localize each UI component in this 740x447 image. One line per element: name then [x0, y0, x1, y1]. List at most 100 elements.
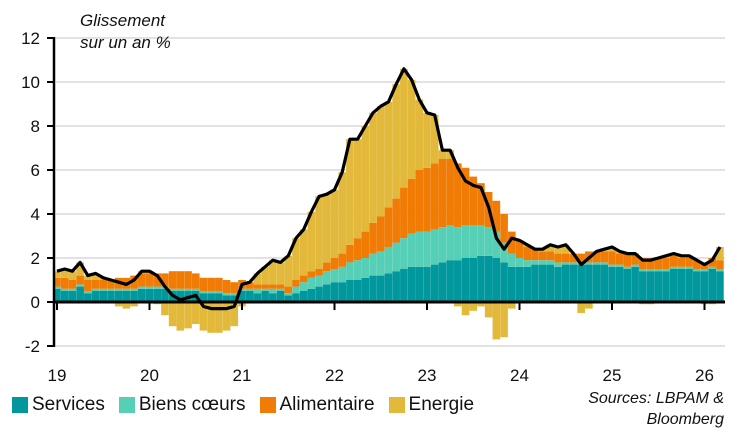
bar-segment — [168, 271, 177, 289]
bar-segment — [423, 167, 431, 232]
bar-segment — [507, 231, 516, 254]
x-tick-label: 19 — [48, 366, 67, 385]
bar-segment — [523, 247, 532, 261]
bar-segment — [561, 253, 570, 263]
bar-segment — [492, 302, 501, 340]
bar-segment — [68, 291, 77, 302]
bar-segment — [430, 163, 439, 230]
y-tick-label: 10 — [21, 73, 40, 92]
bar-segment — [176, 302, 185, 331]
bar-segment — [153, 286, 162, 289]
bar-segment — [292, 280, 300, 287]
bar-segment — [230, 295, 239, 302]
bar-segment — [407, 178, 416, 234]
bar-segment — [692, 269, 701, 272]
bar-segment — [299, 291, 308, 302]
bar-segment — [646, 271, 655, 302]
bar-segment — [623, 253, 632, 267]
bar-segment — [577, 264, 585, 302]
bar-segment — [161, 288, 169, 302]
bar-segment — [546, 264, 555, 302]
legend-swatch — [12, 397, 28, 413]
total-line — [56, 67, 722, 311]
bar-segment — [669, 269, 678, 302]
bar-segment — [191, 302, 200, 324]
bar-segment — [592, 264, 601, 302]
bar-segment — [546, 251, 555, 261]
bar-segment — [569, 264, 578, 302]
bar-segment — [168, 288, 177, 291]
bar-segment — [68, 288, 77, 291]
bar-segment — [346, 244, 354, 263]
bar-segment — [199, 302, 208, 331]
bar-segment — [423, 266, 431, 302]
bar-segment — [299, 282, 308, 291]
bar-segment — [685, 269, 693, 302]
bar-segment — [500, 214, 508, 243]
bar-segment — [407, 79, 416, 179]
bar-segment — [284, 255, 293, 287]
x-tick-label: 23 — [418, 366, 437, 385]
bar-segment — [400, 68, 408, 188]
bar-segment — [538, 260, 547, 265]
bar-segment — [477, 302, 485, 307]
bar-segment — [615, 266, 624, 302]
bar-segment — [222, 295, 231, 302]
bar-segment — [538, 264, 547, 302]
bar-segment — [322, 271, 331, 285]
bar-segment — [692, 271, 701, 302]
bar-segment — [284, 286, 293, 294]
bar-segment — [284, 295, 293, 302]
bar-segment — [376, 106, 385, 217]
bar-segment — [585, 264, 593, 302]
legend-label: Alimentaire — [279, 394, 375, 415]
bar-segment — [184, 271, 192, 289]
bar-segment — [569, 253, 578, 263]
bar-segment — [353, 238, 362, 261]
bar-segment — [554, 266, 562, 302]
bar-segment — [353, 260, 362, 280]
x-tick-label: 26 — [695, 366, 714, 385]
bar-segment — [484, 227, 493, 256]
bar-segment — [500, 302, 508, 338]
legend-swatch — [259, 397, 276, 413]
bar-segment — [191, 273, 200, 289]
y-tick-label: 8 — [31, 117, 40, 136]
bar-segment — [199, 277, 208, 291]
bar-segment — [469, 258, 478, 302]
bar-segment — [191, 288, 200, 291]
bar-segment — [84, 280, 92, 291]
bar-segment — [53, 286, 61, 289]
bar-segment — [215, 291, 223, 294]
bar-segment — [230, 293, 239, 296]
bar-segment — [662, 258, 670, 269]
bar-segment — [207, 291, 215, 294]
bar-segment — [369, 112, 377, 223]
bar-segment — [430, 264, 439, 302]
legend-item-food: Alimentaire — [259, 394, 375, 416]
legend-item-core-goods: Biens cœurs — [118, 394, 246, 416]
bar-segment — [222, 280, 231, 294]
bar-segment — [415, 99, 424, 170]
bar-segment — [130, 288, 138, 291]
bar-segment — [569, 262, 578, 265]
bar-segment — [685, 266, 693, 269]
bar-segment — [492, 200, 501, 232]
bar-segment — [153, 273, 162, 287]
bar-segment — [145, 288, 154, 302]
bar-segment — [538, 251, 547, 261]
bar-segment — [415, 266, 424, 302]
bar-segment — [114, 288, 123, 291]
bar-segment — [53, 288, 61, 302]
bar-segment — [554, 262, 562, 267]
bar-segment — [531, 249, 539, 261]
bar-segment — [523, 266, 532, 302]
bar-segment — [515, 240, 524, 258]
bar-segment — [454, 302, 462, 307]
bar-segment — [76, 275, 84, 285]
bar-segment — [484, 302, 493, 318]
bar-segment — [338, 282, 347, 302]
bar-segment — [415, 231, 424, 267]
bar-segment — [400, 238, 408, 269]
bar-segment — [261, 284, 269, 289]
